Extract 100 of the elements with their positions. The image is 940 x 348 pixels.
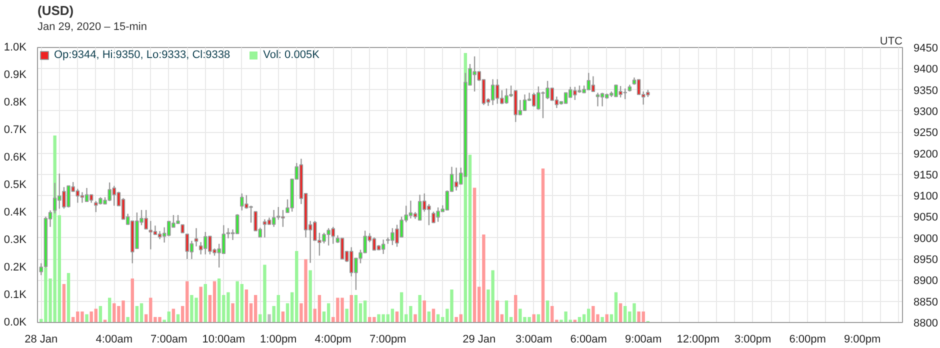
bar bbox=[318, 295, 322, 322]
candlestick bbox=[490, 78, 495, 106]
x-tick-label: 10:00am bbox=[202, 334, 246, 346]
bar bbox=[140, 303, 144, 322]
x-tick-label: 12:00pm bbox=[676, 334, 720, 346]
bar bbox=[514, 295, 518, 322]
bar bbox=[199, 286, 202, 322]
x-tick-label: 9:00pm bbox=[844, 334, 881, 346]
y-tick-label: 1.0K bbox=[4, 42, 28, 54]
y-tick-label: 0.8K bbox=[4, 96, 28, 108]
y-tick-label: 0.4K bbox=[4, 206, 28, 218]
bar bbox=[345, 308, 348, 322]
bar bbox=[231, 303, 234, 322]
candlestick bbox=[80, 192, 84, 204]
candlestick bbox=[235, 214, 240, 234]
bar bbox=[541, 168, 545, 322]
x-tick-label: 7:00pm bbox=[370, 334, 406, 346]
bar bbox=[400, 292, 404, 322]
candlestick bbox=[262, 218, 267, 238]
bar bbox=[354, 295, 358, 322]
bar bbox=[350, 295, 353, 322]
bar bbox=[618, 303, 622, 322]
y2-tick-label: 9250 bbox=[914, 127, 938, 140]
bar bbox=[66, 273, 70, 322]
y-tick-label: 0.9K bbox=[4, 69, 28, 81]
bar bbox=[326, 303, 330, 322]
candlestick bbox=[564, 92, 568, 104]
x-tick-label: 4:00am bbox=[96, 334, 133, 346]
bar bbox=[614, 292, 618, 322]
bar bbox=[363, 300, 367, 322]
x-tick-label: 28 Jan bbox=[24, 334, 58, 346]
y-tick-label: 0.2K bbox=[4, 262, 28, 274]
candlestick bbox=[372, 236, 376, 251]
y2-tick-label: 9050 bbox=[914, 212, 938, 224]
candlestick bbox=[522, 94, 527, 112]
x-tick-label: 3:00am bbox=[516, 334, 552, 346]
candlestick bbox=[454, 167, 458, 192]
candlestick bbox=[600, 92, 604, 107]
x-tick-label: 29 Jan bbox=[462, 334, 496, 346]
y2-tick-label: 9100 bbox=[914, 190, 938, 203]
x-tick-label: 9:00am bbox=[625, 334, 662, 346]
x-tick-label: 6:00am bbox=[570, 334, 607, 346]
x-tick-label: 3:00pm bbox=[734, 334, 772, 346]
y-tick-label: 0.0K bbox=[4, 316, 28, 328]
candlestick bbox=[596, 92, 600, 107]
bar bbox=[62, 284, 66, 322]
candlestick bbox=[381, 238, 386, 255]
candlestick bbox=[148, 220, 153, 250]
x-tick-label: 1:00pm bbox=[260, 334, 297, 346]
legend-label: Op:9344, Hi:9350, Lo:9333, Cl:9338 bbox=[54, 49, 230, 61]
candlestick bbox=[636, 79, 641, 95]
legend-label: Vol: 0.005K bbox=[263, 49, 320, 61]
bar bbox=[546, 300, 550, 322]
y2-tick-label: 8950 bbox=[914, 254, 938, 266]
bar bbox=[254, 295, 258, 322]
y2-tick-label: 9450 bbox=[914, 42, 938, 54]
bar bbox=[204, 284, 207, 322]
chart-title: (USD) bbox=[38, 3, 74, 18]
y-tick-label: 0.6K bbox=[4, 152, 28, 164]
bar bbox=[268, 314, 271, 322]
bar bbox=[126, 317, 130, 322]
candlestick bbox=[194, 228, 198, 247]
bar bbox=[422, 300, 426, 322]
y2-tick-label: 8850 bbox=[914, 296, 938, 308]
x-tick-label: 7:00am bbox=[150, 334, 188, 346]
bar bbox=[108, 298, 112, 322]
y2-tick-label: 9000 bbox=[914, 232, 938, 245]
bar bbox=[212, 281, 216, 322]
y-tick-label: 0.5K bbox=[4, 179, 28, 191]
y2-tick-label: 9400 bbox=[914, 64, 938, 76]
candlestick bbox=[84, 187, 89, 202]
y2-tick-label: 9150 bbox=[914, 169, 938, 182]
y-tick-label: 0.7K bbox=[4, 124, 28, 136]
x-tick-label: 6:00pm bbox=[789, 334, 826, 346]
bar bbox=[98, 306, 102, 322]
bar bbox=[135, 306, 139, 322]
y2-tick-label: 9300 bbox=[914, 106, 938, 118]
candlestick bbox=[340, 238, 344, 260]
y-tick-label: 0.3K bbox=[4, 234, 28, 246]
y-tick-label: 0.1K bbox=[4, 289, 28, 301]
annotation: UTC bbox=[880, 36, 903, 48]
y2-tick-label: 8900 bbox=[914, 275, 938, 288]
y2-tick-label: 9350 bbox=[914, 84, 938, 97]
bar bbox=[244, 290, 248, 322]
candlestick bbox=[408, 200, 413, 220]
bar bbox=[217, 278, 221, 322]
candlestick bbox=[185, 233, 190, 260]
bar bbox=[418, 295, 422, 322]
bar bbox=[600, 317, 604, 322]
bar bbox=[85, 314, 88, 322]
bar bbox=[504, 300, 508, 322]
bar bbox=[308, 270, 312, 322]
chart-subtitle: Jan 29, 2020 – 15-min bbox=[38, 21, 147, 33]
bar bbox=[472, 188, 476, 322]
bar bbox=[130, 278, 134, 322]
y2-tick-label: 8800 bbox=[914, 318, 938, 330]
y2-tick-label: 9200 bbox=[914, 148, 938, 160]
x-tick-label: 4:00pm bbox=[314, 334, 352, 346]
bar bbox=[414, 314, 417, 322]
candlestick bbox=[418, 194, 422, 221]
